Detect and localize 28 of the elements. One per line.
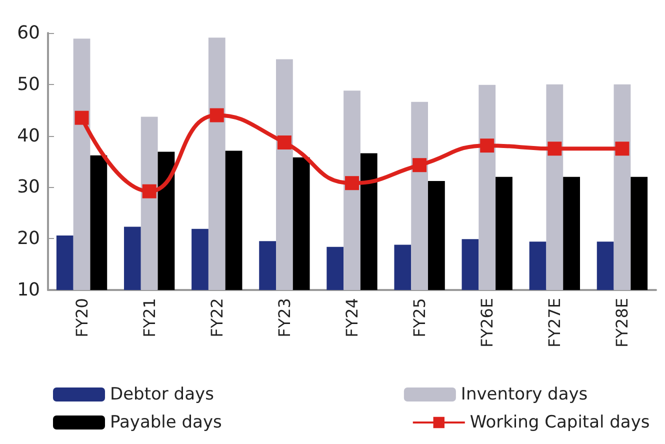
- y-tick-label: 30: [17, 176, 40, 198]
- point: [615, 142, 630, 156]
- legend-label: Payable days: [110, 412, 222, 432]
- point: [210, 108, 224, 122]
- y-tick-label: 10: [17, 280, 40, 300]
- x-tick-label: FY24: [342, 298, 362, 338]
- legend-label: Debtor days: [110, 384, 214, 404]
- x-tick-label: FY23: [274, 298, 294, 338]
- x-tick-label: FY28E: [612, 298, 632, 348]
- point: [345, 176, 359, 190]
- y-tick-label: 60: [17, 22, 40, 44]
- legend-label: Working Capital days: [470, 412, 650, 432]
- x-tick-label: FY25: [410, 298, 430, 338]
- y-tick-label: 20: [17, 228, 40, 250]
- point: [480, 138, 494, 153]
- point: [412, 158, 427, 172]
- point: [548, 142, 562, 156]
- x-tick-label: FY20: [72, 298, 92, 338]
- point: [277, 135, 292, 150]
- x-tick-label: FY22: [207, 298, 226, 338]
- y-tick-label: 40: [17, 125, 40, 146]
- x-tick-label: FY21: [140, 298, 159, 338]
- x-tick-label: FY26E: [478, 298, 497, 348]
- x-tick-label: FY27E: [545, 298, 564, 348]
- point: [142, 184, 156, 198]
- point: [74, 110, 89, 125]
- legend-label: Inventory days: [460, 384, 588, 404]
- y-tick-label: 50: [17, 74, 40, 95]
